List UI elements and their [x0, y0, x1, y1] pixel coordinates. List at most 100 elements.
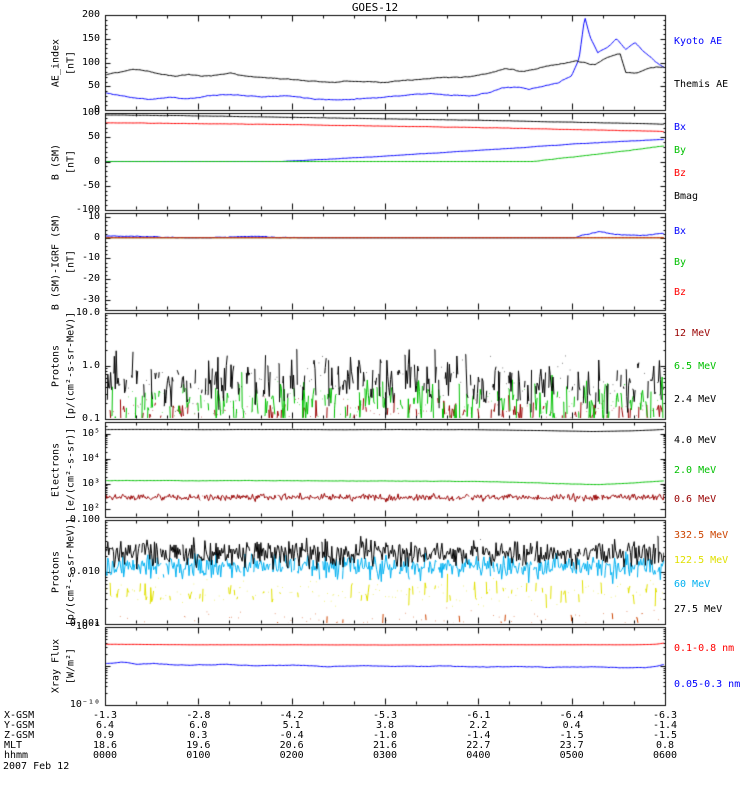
- legend-protons-high-27.5-mev: 27.5 MeV: [674, 604, 723, 616]
- axis-row-value-mlt-2: 20.6: [279, 740, 304, 751]
- ytick-label-protons-high-0: 0.100: [69, 514, 100, 525]
- ytick-label-b-sm-4: -100: [75, 204, 100, 215]
- axis-row-label-hhmm: hhmm: [4, 750, 29, 761]
- legend-b-sm-by: By: [674, 144, 687, 156]
- ytick-label-electrons-3: 10²: [81, 503, 100, 515]
- date-label: 2007 Feb 12: [3, 761, 70, 772]
- ytick-label-electrons-0: 10⁵: [81, 427, 100, 439]
- legend-xray-flux-0.1-0.8-nm: 0.1-0.8 nm: [674, 643, 735, 655]
- axis-row-label-mlt: MLT: [4, 740, 23, 751]
- legend-electrons-2.0-mev: 2.0 MeV: [674, 464, 717, 476]
- ytick-label-ae-index-2: 100: [81, 56, 100, 68]
- panel-ylabel-xray-flux: Xray Flux: [50, 638, 62, 694]
- axis-row-value-y-gsm-2: 5.1: [282, 720, 301, 731]
- axis-row-value-hhmm-3: 0300: [372, 750, 398, 761]
- axis-row-label-y-gsm: Y-GSM: [4, 720, 35, 731]
- panel-ylabel-ae-index: AE_index: [50, 38, 62, 87]
- panel-ylabel-b-sm-igrf: B (SM)-IGRF (SM): [50, 213, 62, 310]
- legend-b-sm-igrf-bz: Bz: [674, 286, 687, 298]
- ytick-label-b-sm-igrf-3: -20: [81, 273, 100, 285]
- ytick-label-b-sm-1: 50: [87, 131, 100, 143]
- ytick-label-ae-index-3: 50: [87, 80, 100, 92]
- axis-row-value-y-gsm-4: 2.2: [469, 720, 488, 731]
- axis-row-value-y-gsm-6: -1.4: [652, 720, 678, 731]
- legend-b-sm-igrf-bx: Bx: [674, 226, 687, 238]
- legend-protons-high-122.5-mev: 122.5 MeV: [674, 554, 729, 566]
- ytick-label-protons-low-0: 10.0: [75, 307, 100, 318]
- panel-yunits-ae-index: [nT]: [65, 50, 77, 75]
- ytick-label-electrons-2: 10³: [81, 478, 100, 490]
- axis-row-value-y-gsm-0: 6.4: [95, 720, 115, 731]
- ytick-label-b-sm-2: 0: [93, 155, 100, 167]
- ytick-label-b-sm-3: -50: [81, 179, 100, 191]
- axis-row-value-z-gsm-5: -1.5: [559, 730, 584, 741]
- legend-protons-low-12-mev: 12 MeV: [674, 327, 711, 339]
- axis-row-value-z-gsm-2: -0.4: [279, 730, 304, 741]
- panel-yunits-b-sm: [nT]: [65, 149, 77, 174]
- axis-row-value-hhmm-2: 0200: [279, 750, 304, 761]
- axis-row-value-x-gsm-3: -5.3: [372, 710, 398, 721]
- ytick-label-b-sm-igrf-0: 10: [87, 211, 100, 223]
- axis-row-value-x-gsm-2: -4.2: [279, 710, 304, 721]
- axis-row-value-mlt-6: 0.8: [655, 740, 675, 751]
- legend-protons-low-2.4-mev: 2.4 MeV: [674, 394, 717, 406]
- legend-xray-flux-0.05-0.3-nm: 0.05-0.3 nm: [674, 678, 741, 690]
- axis-row-value-y-gsm-1: 6.0: [189, 720, 208, 731]
- axis-row-label-x-gsm: X-GSM: [4, 710, 35, 721]
- ytick-label-b-sm-0: 100: [81, 107, 100, 118]
- legend-b-sm-bmag: Bmag: [674, 191, 699, 203]
- ytick-label-b-sm-igrf-4: -30: [81, 293, 100, 305]
- axis-row-value-x-gsm-1: -2.8: [186, 710, 211, 721]
- axis-row-value-mlt-3: 21.6: [372, 740, 398, 751]
- legend-electrons-0.6-mev: 0.6 MeV: [674, 494, 717, 506]
- panel-yunits-protons-low: [p/(cm²-s-sr-MeV)]: [65, 311, 77, 421]
- ytick-label-ae-index-0: 200: [81, 9, 100, 20]
- ytick-label-ae-index-4: 0: [93, 104, 100, 115]
- axis-row-value-z-gsm-3: -1.0: [372, 730, 398, 741]
- legend-b-sm-igrf-by: By: [674, 256, 687, 268]
- panel-yunits-xray-flux: [W/m²]: [65, 647, 77, 685]
- axis-row-value-y-gsm-3: 3.8: [375, 720, 395, 731]
- panel-yunits-b-sm-igrf: [nT]: [65, 249, 77, 274]
- panel-ylabel-protons-low: Protons: [50, 344, 62, 388]
- panel-yunits-protons-high: [p/(cm²-s-sr-MeV)]: [65, 517, 77, 627]
- panel-yunits-electrons: [e/(cm²-s-sr)]: [65, 427, 77, 512]
- ytick-label-b-sm-igrf-1: 0: [93, 231, 100, 243]
- axis-row-value-mlt-5: 23.7: [559, 740, 584, 751]
- axis-row-value-x-gsm-5: -6.4: [559, 710, 584, 721]
- legend-ae-index-themis-ae: Themis AE: [674, 79, 729, 91]
- legend-b-sm-bx: Bx: [674, 121, 687, 133]
- legend-b-sm-bz: Bz: [674, 168, 687, 180]
- ytick-label-xray-flux-0: 10⁻⁸: [75, 621, 100, 632]
- legend-protons-high-60-mev: 60 MeV: [674, 579, 711, 591]
- axis-row-value-hhmm-1: 0100: [186, 750, 211, 761]
- panel-ylabel-protons-high: Protons: [50, 550, 62, 594]
- ytick-label-xray-flux-1: 10⁻¹⁰: [69, 699, 100, 710]
- axis-row-value-mlt-0: 18.6: [92, 740, 118, 751]
- panel-ylabel-electrons: Electrons: [50, 442, 62, 497]
- axis-row-value-z-gsm-0: 0.9: [95, 730, 115, 741]
- ytick-label-protons-high-1: 0.010: [69, 566, 100, 577]
- axis-row-value-mlt-4: 22.7: [466, 740, 491, 751]
- axis-row-value-mlt-1: 19.6: [186, 740, 211, 751]
- ytick-label-b-sm-igrf-2: -10: [81, 252, 100, 264]
- legend-ae-index-kyoto-ae: Kyoto AE: [674, 35, 723, 47]
- legend-protons-low-6.5-mev: 6.5 MeV: [674, 361, 717, 372]
- ytick-label-protons-low-1: 1.0: [81, 360, 100, 371]
- ytick-label-protons-low-2: 0.1: [81, 413, 100, 424]
- axis-row-value-y-gsm-5: 0.4: [562, 720, 581, 731]
- axis-row-value-x-gsm-0: -1.3: [92, 710, 118, 721]
- legend-protons-high-332.5-mev: 332.5 MeV: [674, 529, 729, 541]
- axis-row-value-z-gsm-1: 0.3: [189, 730, 208, 741]
- ytick-label-electrons-1: 10⁴: [81, 453, 100, 465]
- axis-row-value-z-gsm-6: -1.5: [652, 730, 678, 741]
- axis-row-value-x-gsm-4: -6.1: [466, 710, 491, 721]
- panel-ylabel-b-sm: B (SM): [50, 143, 62, 180]
- ytick-label-protons-high-2: 0.001: [69, 618, 100, 629]
- axis-row-label-z-gsm: Z-GSM: [4, 730, 35, 741]
- legend-electrons-4.0-mev: 4.0 MeV: [674, 434, 717, 446]
- axis-row-value-x-gsm-6: -6.3: [652, 710, 678, 721]
- axis-row-value-hhmm-6: 0600: [652, 750, 678, 761]
- page-title: GOES-12: [351, 1, 399, 14]
